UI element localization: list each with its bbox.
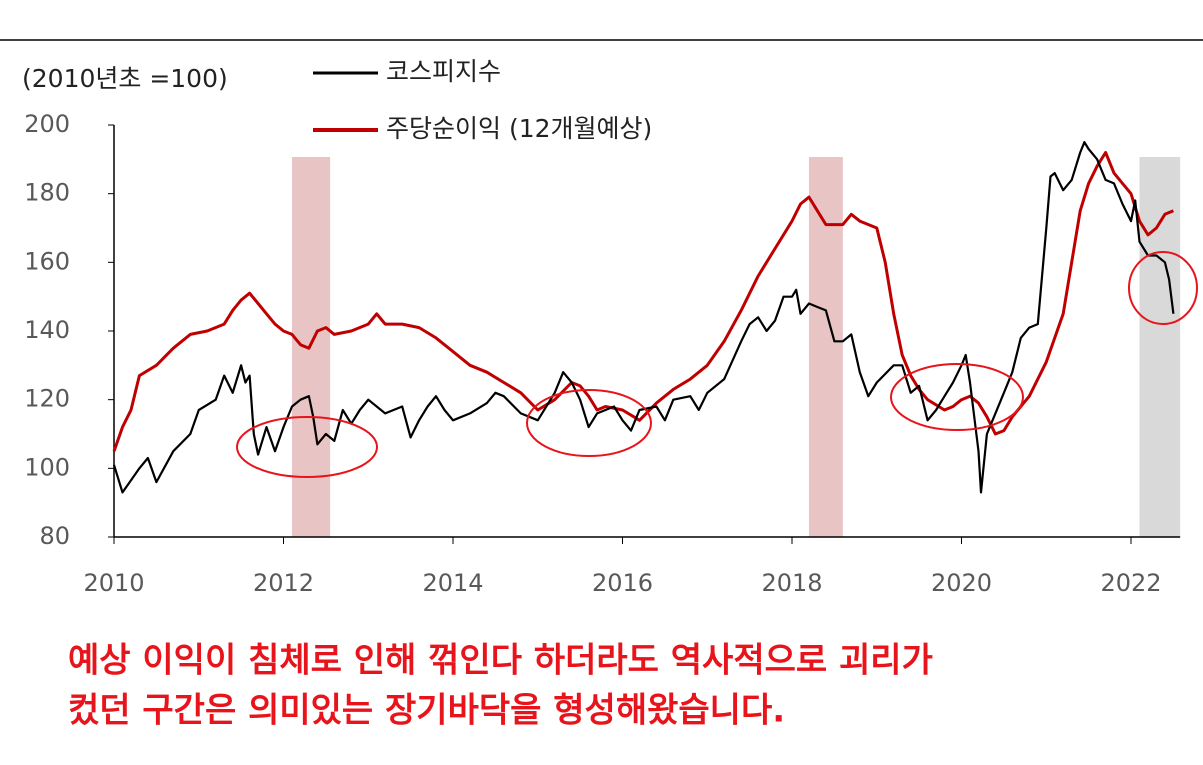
y-tick-label: 200 — [24, 110, 70, 138]
y-tick-label: 100 — [24, 453, 70, 481]
highlight-band — [808, 157, 843, 537]
x-tick-label: 2022 — [1100, 569, 1161, 597]
legend-label: 코스피지수 — [386, 57, 501, 86]
bands — [291, 157, 1181, 537]
y-tick-label: 140 — [24, 316, 70, 344]
series-line — [112, 151, 1174, 452]
x-tick-label: 2010 — [83, 569, 144, 597]
plot: 80 100 120 140 160 180 200 2010 2012 2014 2016 2018… — [24, 110, 1181, 597]
series-line — [112, 141, 1175, 494]
y-tick-label: 80 — [39, 522, 70, 550]
y-tick-label: 120 — [24, 385, 70, 413]
y-tick-label: 180 — [24, 179, 70, 207]
highlight-circle — [236, 416, 378, 478]
x-tick-label: 2016 — [592, 569, 653, 597]
annotation: 예상 이익이 침체로 인해 꺾인다 하더라도 역사적으로 괴리가 — [68, 641, 933, 681]
x-tick-label: 2020 — [931, 569, 992, 597]
legend-label: 주당순이익 (12개월예상) — [386, 114, 652, 143]
y-tick-label: 160 — [24, 247, 70, 275]
x-tick-label: 2014 — [422, 569, 483, 597]
y-axis-label: (2010년초 =100) — [22, 64, 228, 93]
highlight-band — [1139, 157, 1181, 537]
annotation: 컸던 구간은 의미있는 장기바닥을 형성해왔습니다. — [68, 691, 785, 731]
highlight-circle — [1128, 251, 1198, 325]
highlight-circle — [526, 389, 652, 457]
x-tick-label: 2018 — [761, 569, 822, 597]
x-tick-label: 2012 — [253, 569, 314, 597]
highlight-circle — [890, 363, 1024, 431]
